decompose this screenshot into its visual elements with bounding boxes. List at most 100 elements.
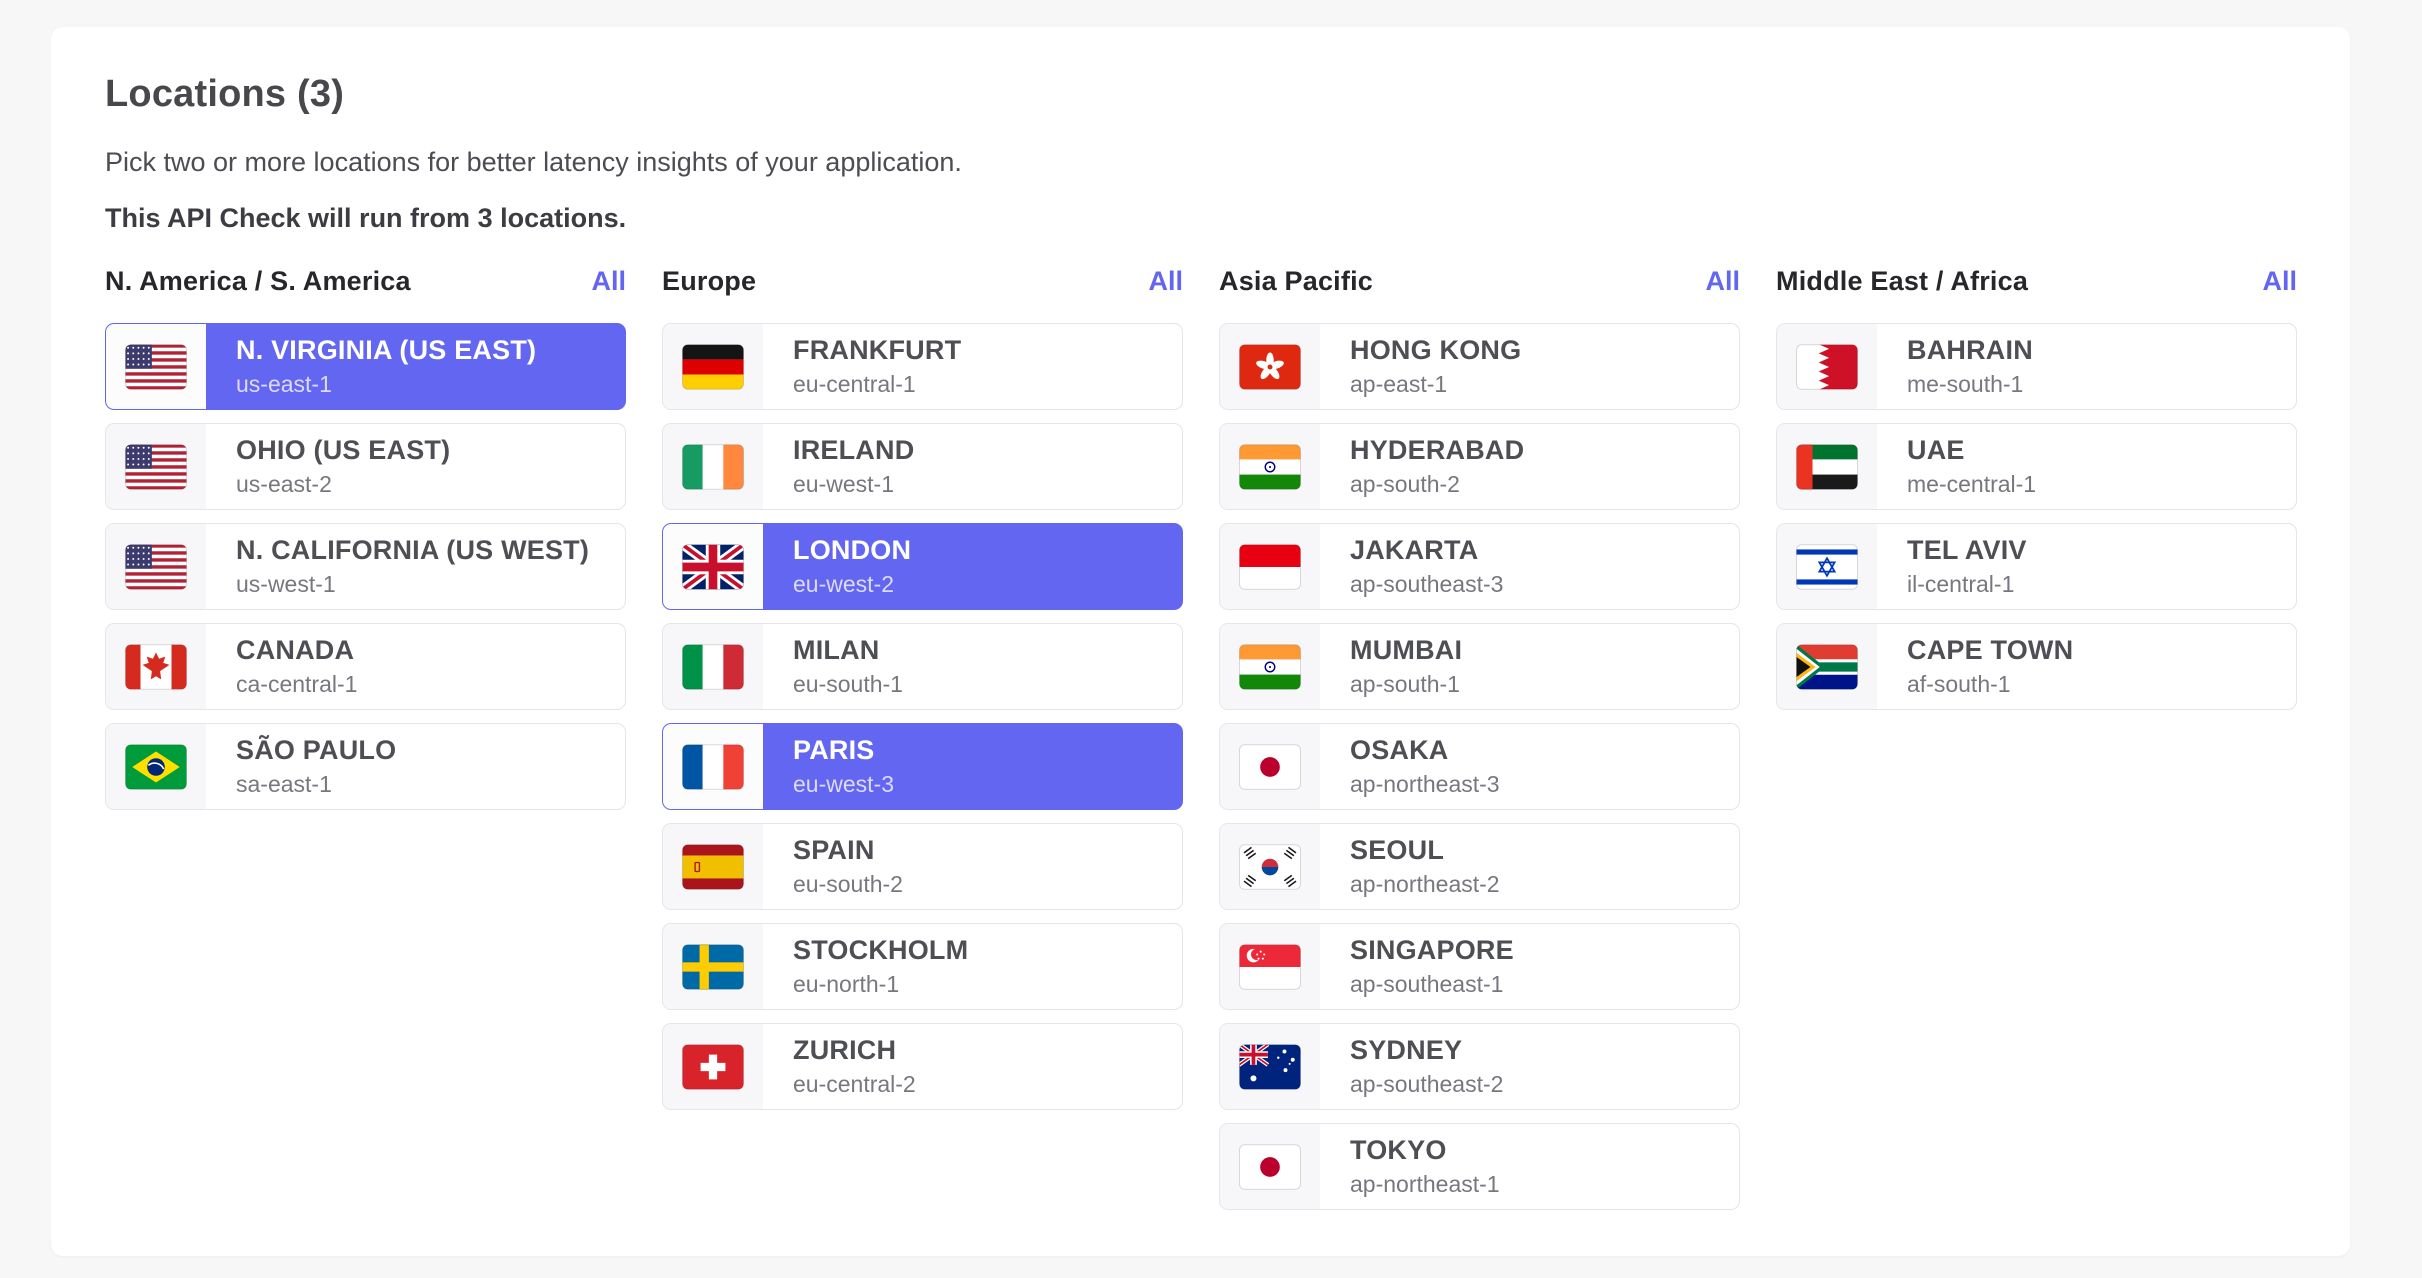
location-name: IRELAND (793, 435, 915, 465)
location-meta: SEOUL ap-northeast-2 (1320, 824, 1500, 909)
location-name: SYDNEY (1350, 1035, 1463, 1065)
italy-flag-icon (663, 624, 763, 709)
location-meta: TOKYO ap-northeast-1 (1320, 1124, 1500, 1209)
location-card-tokyo[interactable]: TOKYO ap-northeast-1 (1219, 1123, 1740, 1210)
israel-flag-icon (1777, 524, 1877, 609)
location-card-singapore[interactable]: SINGAPORE ap-southeast-1 (1219, 923, 1740, 1010)
location-card-london[interactable]: LONDON eu-west-2 (662, 523, 1183, 610)
location-card-spain[interactable]: SPAIN eu-south-2 (662, 823, 1183, 910)
location-region: ap-southeast-1 (1350, 971, 1504, 997)
location-name: STOCKHOLM (793, 935, 969, 965)
location-card-list: BAHRAIN me-south-1 UAE me-central-1 TEL AVIV… (1776, 323, 2297, 710)
region-column-header: Asia Pacific All (1219, 266, 1740, 297)
location-name: PARIS (793, 735, 875, 765)
location-region: ap-southeast-3 (1350, 571, 1504, 597)
location-region: eu-south-2 (793, 871, 903, 897)
location-card-n-virginia-us-east[interactable]: N. VIRGINIA (US EAST) us-east-1 (105, 323, 626, 410)
location-region: ap-northeast-2 (1350, 871, 1500, 897)
us-flag-icon (106, 424, 206, 509)
select-all-link-asia-pacific[interactable]: All (1705, 266, 1740, 296)
location-card-jakarta[interactable]: JAKARTA ap-southeast-3 (1219, 523, 1740, 610)
location-name: JAKARTA (1350, 535, 1479, 565)
location-name: SÃO PAULO (236, 735, 397, 765)
location-meta: TEL AVIV il-central-1 (1877, 524, 2027, 609)
switzerland-flag-icon (663, 1024, 763, 1109)
location-name: TEL AVIV (1907, 535, 2027, 565)
location-name: CANADA (236, 635, 355, 665)
australia-flag-icon (1220, 1024, 1320, 1109)
location-name: N. VIRGINIA (US EAST) (236, 335, 537, 365)
location-card-mumbai[interactable]: MUMBAI ap-south-1 (1219, 623, 1740, 710)
location-region: il-central-1 (1907, 571, 2015, 597)
location-name: SPAIN (793, 835, 875, 865)
location-region: us-west-1 (236, 571, 336, 597)
ireland-flag-icon (663, 424, 763, 509)
location-region: us-east-2 (236, 471, 332, 497)
bahrain-flag-icon (1777, 324, 1877, 409)
location-name: HYDERABAD (1350, 435, 1525, 465)
region-column-middle-east-africa: Middle East / Africa All BAHRAIN me-south-1… (1776, 266, 2297, 710)
location-card-uae[interactable]: UAE me-central-1 (1776, 423, 2297, 510)
region-columns: N. America / S. America All N. VIRGINIA (U… (105, 266, 2297, 1210)
select-all-link-europe[interactable]: All (1148, 266, 1183, 296)
location-meta: FRANKFURT eu-central-1 (763, 324, 961, 409)
spain-flag-icon (663, 824, 763, 909)
indonesia-flag-icon (1220, 524, 1320, 609)
location-card-canada[interactable]: CANADA ca-central-1 (105, 623, 626, 710)
run-summary-suffix: locations. (492, 203, 627, 233)
us-flag-icon (106, 324, 206, 409)
location-card-cape-town[interactable]: CAPE TOWN af-south-1 (1776, 623, 2297, 710)
region-column-title: Asia Pacific (1219, 266, 1373, 296)
run-summary-count: 3 (477, 203, 493, 233)
location-card-list: HONG KONG ap-east-1 HYDERABAD ap-south-2 JAK… (1219, 323, 1740, 1210)
location-card-hyderabad[interactable]: HYDERABAD ap-south-2 (1219, 423, 1740, 510)
location-meta: MILAN eu-south-1 (763, 624, 903, 709)
region-column-title: Europe (662, 266, 757, 296)
location-card-paris[interactable]: PARIS eu-west-3 (662, 723, 1183, 810)
location-card-ireland[interactable]: IRELAND eu-west-1 (662, 423, 1183, 510)
location-region: us-east-1 (236, 371, 332, 397)
location-meta: CAPE TOWN af-south-1 (1877, 624, 2073, 709)
location-card-milan[interactable]: MILAN eu-south-1 (662, 623, 1183, 710)
select-all-link-middle-east-africa[interactable]: All (2262, 266, 2297, 296)
location-region: eu-west-1 (793, 471, 894, 497)
location-name: CAPE TOWN (1907, 635, 2074, 665)
india-flag-icon (1220, 424, 1320, 509)
location-region: ap-south-2 (1350, 471, 1460, 497)
location-card-sydney[interactable]: SYDNEY ap-southeast-2 (1219, 1023, 1740, 1110)
select-all-link-n-america-s-america[interactable]: All (591, 266, 626, 296)
location-card-seoul[interactable]: SEOUL ap-northeast-2 (1219, 823, 1740, 910)
location-meta: LONDON eu-west-2 (763, 524, 911, 609)
location-region: ap-east-1 (1350, 371, 1448, 397)
location-name: UAE (1907, 435, 1965, 465)
locations-panel: Locations (3) Pick two or more locations… (51, 27, 2350, 1256)
location-card-n-california-us-west[interactable]: N. CALIFORNIA (US WEST) us-west-1 (105, 523, 626, 610)
location-card-osaka[interactable]: OSAKA ap-northeast-3 (1219, 723, 1740, 810)
run-summary: This API Check will run from 3 locations… (105, 202, 2296, 234)
japan-flag-icon (1220, 1124, 1320, 1209)
location-card-hong-kong[interactable]: HONG KONG ap-east-1 (1219, 323, 1740, 410)
region-column-header: N. America / S. America All (105, 266, 626, 297)
location-name: MILAN (793, 635, 880, 665)
page-title: Locations (3) (105, 73, 345, 115)
south-africa-flag-icon (1777, 624, 1877, 709)
location-region: ap-southeast-2 (1350, 1071, 1504, 1097)
region-column-n-america-s-america: N. America / S. America All N. VIRGINIA (U… (105, 266, 626, 810)
run-summary-prefix: This API Check will run from (105, 203, 478, 233)
location-name: LONDON (793, 535, 912, 565)
location-meta: JAKARTA ap-southeast-3 (1320, 524, 1503, 609)
location-card-bahrain[interactable]: BAHRAIN me-south-1 (1776, 323, 2297, 410)
us-flag-icon (106, 524, 206, 609)
location-region: eu-central-1 (793, 371, 916, 397)
region-column-europe: Europe All FRANKFURT eu-central-1 IRELAND eu-… (662, 266, 1183, 1110)
location-card-s-o-paulo[interactable]: SÃO PAULO sa-east-1 (105, 723, 626, 810)
location-card-stockholm[interactable]: STOCKHOLM eu-north-1 (662, 923, 1183, 1010)
location-card-frankfurt[interactable]: FRANKFURT eu-central-1 (662, 323, 1183, 410)
location-meta: HYDERABAD ap-south-2 (1320, 424, 1524, 509)
location-region: eu-north-1 (793, 971, 900, 997)
location-name: BAHRAIN (1907, 335, 2033, 365)
location-card-zurich[interactable]: ZURICH eu-central-2 (662, 1023, 1183, 1110)
location-card-ohio-us-east[interactable]: OHIO (US EAST) us-east-2 (105, 423, 626, 510)
location-meta: UAE me-central-1 (1877, 424, 2036, 509)
location-card-tel-aviv[interactable]: TEL AVIV il-central-1 (1776, 523, 2297, 610)
